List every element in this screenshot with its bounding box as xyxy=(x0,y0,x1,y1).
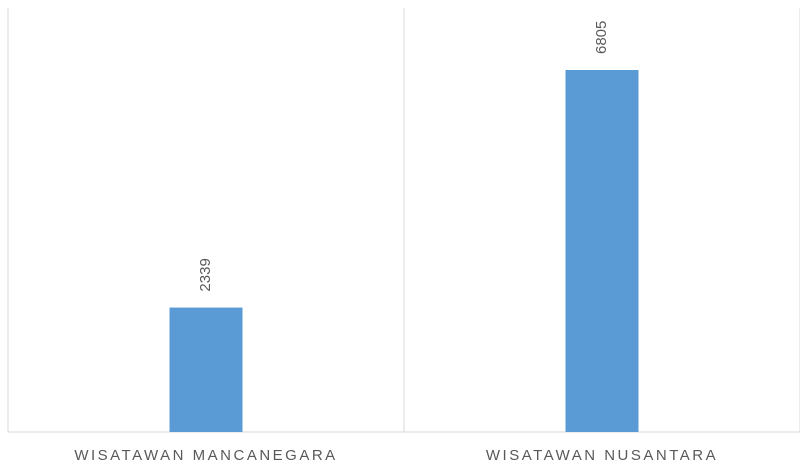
x-tick-label: WISATAWAN MANCANEGARA xyxy=(74,447,337,464)
data-label: 6805 xyxy=(593,21,610,54)
x-tick-label: WISATAWAN NUSANTARA xyxy=(486,447,718,464)
bar xyxy=(169,307,243,432)
bar xyxy=(565,70,639,432)
data-label: 2339 xyxy=(197,258,214,291)
